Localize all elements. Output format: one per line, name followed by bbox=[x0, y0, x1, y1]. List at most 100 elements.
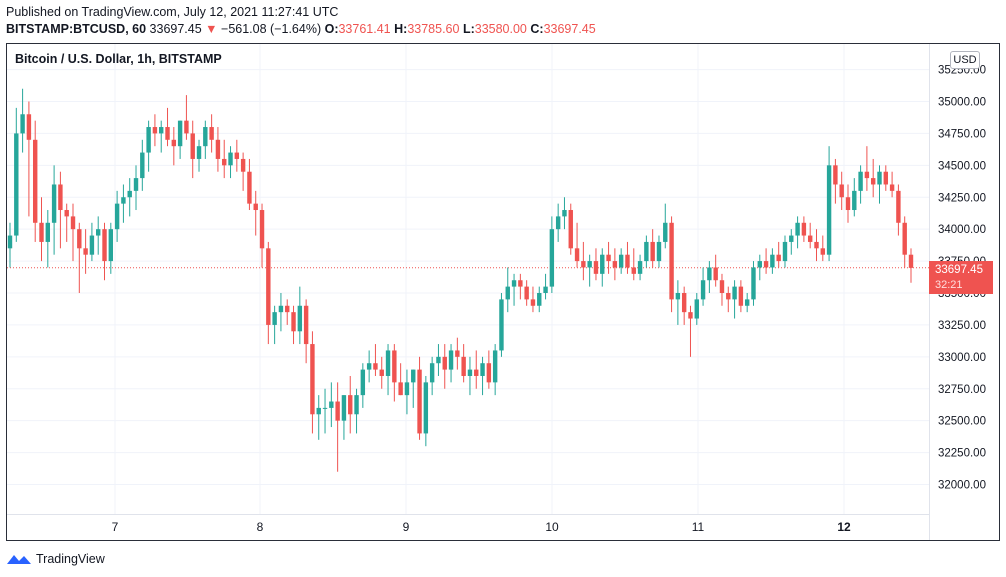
chart-frame[interactable] bbox=[6, 43, 1000, 541]
candle-body bbox=[455, 350, 460, 357]
candle-body bbox=[404, 382, 410, 396]
candle-body bbox=[656, 241, 662, 262]
candle-body bbox=[757, 261, 762, 268]
last-price-tag: 33697.45 32:21 bbox=[929, 261, 993, 294]
candle-body bbox=[524, 286, 529, 300]
last-price: 33697.45 bbox=[149, 22, 202, 36]
candle-body bbox=[411, 369, 416, 383]
candle-body bbox=[845, 197, 851, 211]
candle-body bbox=[738, 286, 744, 306]
candle-body bbox=[348, 395, 353, 415]
candle-body bbox=[354, 395, 359, 415]
candle-body bbox=[448, 350, 454, 370]
candle-body bbox=[303, 305, 309, 345]
candle-body bbox=[839, 184, 844, 198]
candle-body bbox=[247, 171, 252, 204]
candle-body bbox=[492, 350, 498, 383]
candle-body bbox=[581, 261, 586, 268]
candle-body bbox=[96, 229, 101, 236]
candle-body bbox=[650, 241, 655, 262]
x-tick-label: 11 bbox=[692, 520, 705, 534]
candle-body bbox=[89, 235, 95, 255]
bar-countdown: 32:21 bbox=[935, 279, 963, 291]
candle-body bbox=[574, 248, 580, 262]
candle-body bbox=[360, 369, 366, 396]
candle-body bbox=[385, 350, 391, 376]
candle-body bbox=[108, 229, 114, 262]
candle-body bbox=[190, 133, 195, 159]
y-tick-label: 34500.00 bbox=[938, 160, 986, 172]
candle-body bbox=[669, 222, 674, 300]
candle-body bbox=[366, 363, 372, 370]
high-value: 33785.60 bbox=[407, 22, 460, 36]
candle-body bbox=[140, 152, 145, 179]
y-tick-label: 32500.00 bbox=[938, 416, 986, 428]
candle-body bbox=[858, 171, 863, 191]
candle-body bbox=[165, 127, 170, 140]
ohlc-line: BITSTAMP:BTCUSD, 60 33697.45 ▼ −561.08 (… bbox=[6, 22, 596, 36]
candle-body bbox=[436, 356, 441, 364]
candle-body bbox=[266, 248, 271, 325]
price-change: −561.08 (−1.64%) bbox=[221, 22, 322, 36]
candle-body bbox=[852, 190, 857, 211]
candle-body bbox=[700, 280, 706, 300]
candle-body bbox=[272, 312, 277, 325]
candle-body bbox=[826, 165, 832, 255]
candle-body bbox=[782, 241, 788, 262]
candle-body bbox=[310, 344, 315, 415]
candle-body bbox=[789, 235, 794, 242]
candle-body bbox=[908, 254, 914, 268]
candle-body bbox=[177, 120, 183, 147]
down-arrow-icon: ▼ bbox=[205, 22, 218, 36]
high-label: H: bbox=[394, 22, 408, 36]
candle-body bbox=[51, 184, 57, 223]
candle-body bbox=[184, 120, 189, 134]
candle-body bbox=[133, 178, 139, 191]
candle-body bbox=[864, 171, 870, 179]
candle-body bbox=[32, 139, 38, 223]
candle-body bbox=[801, 222, 807, 236]
candle-body bbox=[234, 152, 240, 159]
candle-body bbox=[606, 254, 611, 262]
candle-body bbox=[58, 184, 63, 211]
candle-body bbox=[297, 305, 303, 332]
candle-body bbox=[631, 267, 636, 274]
candle-body bbox=[770, 254, 775, 268]
candle-body bbox=[833, 165, 838, 185]
candle-body bbox=[228, 152, 233, 166]
candle-body bbox=[102, 229, 107, 262]
last-price-tag-value: 33697.45 bbox=[935, 264, 983, 276]
candle-body bbox=[732, 286, 737, 300]
candle-body bbox=[417, 369, 422, 434]
candle-body bbox=[499, 299, 504, 351]
candle-body bbox=[379, 369, 384, 376]
candle-body bbox=[543, 286, 548, 293]
candle-body bbox=[114, 203, 120, 230]
y-tick-label: 34000.00 bbox=[938, 224, 986, 236]
currency-badge[interactable]: USD bbox=[950, 51, 980, 69]
candle-body bbox=[807, 235, 813, 242]
candle-body bbox=[83, 248, 88, 255]
candle-body bbox=[322, 407, 328, 409]
candle-body bbox=[511, 280, 517, 287]
x-tick-label: 8 bbox=[257, 520, 264, 534]
candle-body bbox=[20, 114, 25, 134]
candle-body bbox=[474, 369, 479, 376]
candle-body bbox=[240, 158, 246, 172]
candle-body bbox=[146, 127, 151, 153]
candle-body bbox=[64, 210, 69, 217]
candle-body bbox=[889, 184, 895, 191]
candle-body bbox=[562, 210, 567, 217]
candle-body bbox=[713, 267, 718, 281]
y-tick-label: 32250.00 bbox=[938, 448, 986, 460]
symbol-label: BITSTAMP:BTCUSD, 60 bbox=[6, 22, 147, 36]
candle-body bbox=[259, 210, 265, 249]
candle-body bbox=[644, 241, 649, 262]
candle-body bbox=[398, 382, 403, 396]
candle-body bbox=[663, 222, 668, 242]
candle-body bbox=[587, 261, 592, 268]
candle-body bbox=[70, 216, 76, 230]
candle-body bbox=[707, 267, 712, 281]
candle-body bbox=[121, 197, 126, 204]
